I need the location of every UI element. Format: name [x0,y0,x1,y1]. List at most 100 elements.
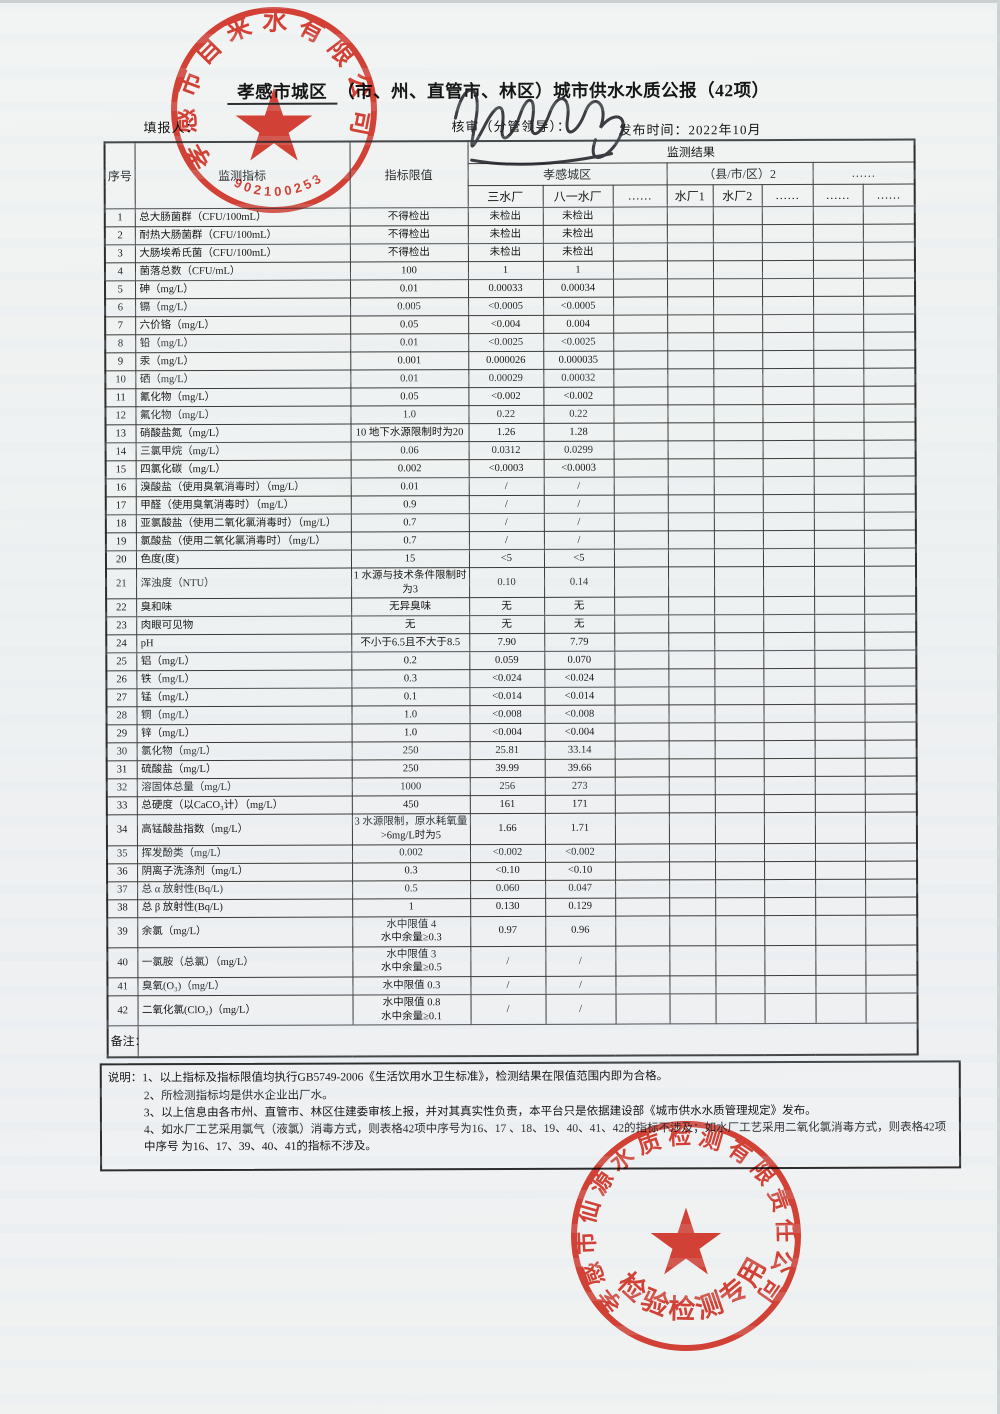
cell-empty [669,897,716,916]
cell-empty [864,758,917,777]
cell-empty [614,615,669,634]
cell-empty [762,314,814,333]
cell-empty [813,332,864,351]
cell-empty [814,704,865,723]
cell-empty [667,386,714,405]
cell-empty [712,206,762,225]
cell-empty [613,296,668,316]
cell-limit: 0.7 [350,513,469,533]
cell-empty [715,975,765,994]
col-header-serial: 序号 [104,142,135,209]
plant-header-2: 八一水厂 [542,185,613,208]
cell-value-plant1: 0.10 [469,567,545,598]
cell-empty [863,512,916,531]
cell-indicator: 硝酸盐氮（mg/L） [135,424,351,443]
cell-empty [813,458,864,477]
cell-empty [814,740,865,759]
cell-empty [668,813,715,844]
cell-indicator: 溴酸盐（使用臭氧消毒时）（mg/L） [135,478,351,497]
cell-empty [814,614,865,633]
cell-empty [668,777,715,796]
cell-limit: 不小于6.5且不大于8.5 [351,633,470,653]
cell-indicator: 肉眼可见物 [136,616,352,636]
cell-serial: 9 [105,352,136,371]
cell-limit: 0.01 [350,279,469,299]
cell-indicator: 硒（mg/L） [135,370,351,389]
cell-serial: 14 [105,442,136,461]
cell-indicator: 挥发酚类（mg/L） [136,844,353,864]
cell-empty [862,278,916,297]
cell-empty [614,597,669,616]
cell-indicator: 铁（mg/L） [136,670,352,690]
cell-empty [863,422,916,441]
cell-value-plant1: 1.26 [468,423,544,442]
cell-empty [613,386,668,406]
cell-value-plant1: <0.024 [469,669,545,688]
cell-limit: 10 地下水源限制时为20 [350,423,469,443]
cell-value-plant2: <0.004 [544,723,615,742]
cell-value-plant2: <0.10 [545,861,616,880]
cell-empty [864,776,917,795]
reviewer-label: 核审（分管领导）： [451,118,572,135]
cell-limit: 0.3 [351,669,470,689]
cell-empty [812,242,863,261]
cell-serial: 8 [105,334,136,353]
cell-empty [813,512,864,531]
cell-empty [763,566,815,597]
cell-indicator: 浑浊度（NTU） [136,568,352,600]
group-header-county2: （县/市/区）2 [666,162,813,185]
cell-value-plant1: / [468,495,544,514]
cell-indicator: 氯化物（mg/L） [136,742,352,762]
cell-serial: 42 [107,995,138,1027]
cell-value-plant2: / [543,477,614,496]
cell-serial: 2 [104,226,135,245]
cell-value-plant1: 未检出 [467,225,543,244]
cell-value-plant2: 0.00032 [543,369,614,388]
cell-empty [714,566,764,598]
cell-empty [763,704,815,723]
cell-value-plant2: / [545,945,616,977]
cell-serial: 3 [104,244,135,263]
cell-empty [668,633,715,652]
cell-empty [864,812,917,843]
cell-serial: 35 [106,845,138,864]
cell-limit: 0.05 [350,315,469,335]
cell-empty [814,758,865,777]
cell-empty [814,566,865,597]
cell-serial: 13 [105,424,136,443]
cell-empty [863,296,916,315]
plant-header-6: …… [761,184,813,207]
cell-empty [613,332,668,352]
cell-value-plant2: / [545,994,616,1025]
cell-empty [863,404,916,423]
cell-serial: 21 [106,568,137,600]
cell-value-plant1: 无 [469,615,545,634]
report-meta-line: 填报人： 核审（分管领导）： 发布时间：2022年10月 [0,0,998,138]
cell-indicator: 总硬度（以CaCO₃计）（mg/L） [136,796,352,816]
cell-value-plant2: <0.024 [544,669,615,688]
cell-serial: 25 [106,653,137,672]
cell-value-plant1: 39.99 [469,759,545,778]
cell-value-plant2: <0.002 [544,843,616,862]
cell-empty [613,548,669,568]
cell-indicator: 氰化物（mg/L） [135,388,351,407]
cell-empty [863,332,916,351]
cell-empty [762,332,814,351]
cell-value-plant1: <0.0025 [468,333,544,352]
cell-limit: 0.9 [350,495,469,515]
cell-empty [863,440,916,459]
cell-empty [815,860,866,879]
cell-limit: 0.005 [350,297,469,317]
cell-empty [864,740,917,759]
cell-value-plant2: / [545,976,616,995]
cell-empty [815,878,866,897]
cell-empty [668,597,715,616]
cell-indicator: 甲醛（使用臭氧消毒时）（mg/L） [135,496,351,515]
cell-empty [667,368,714,387]
cell-value-plant2: <0.0005 [543,297,614,316]
cell-limit: 0.7 [350,531,469,551]
plant-header-7: …… [812,184,863,207]
cell-empty [713,512,763,531]
cell-value-plant1: 1 [467,261,544,280]
